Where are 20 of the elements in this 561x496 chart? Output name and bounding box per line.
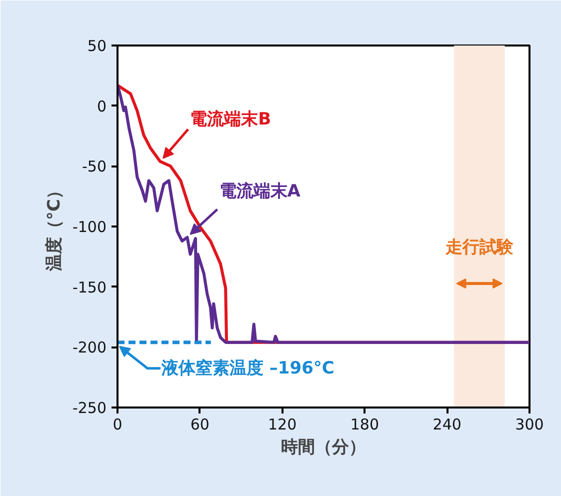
- text: 電流端末A: [219, 181, 302, 202]
- x-tick-label: 180: [350, 416, 380, 434]
- y-tick-label: 0: [96, 97, 107, 116]
- x-tick-label: 60: [190, 416, 210, 434]
- y-tick-label: -50: [82, 158, 106, 176]
- text: 電流端末B: [190, 109, 272, 130]
- x-tick-label: 120: [268, 416, 297, 434]
- x-tick-label: 240: [432, 416, 462, 434]
- y-tick-label: 50: [87, 37, 107, 55]
- x-tick-label: 0: [112, 416, 122, 434]
- y-tick-label: -100: [72, 218, 107, 236]
- x-tick-label: 300: [515, 416, 544, 434]
- y-tick-label: -250: [72, 399, 107, 417]
- line-series: [118, 84, 530, 344]
- annotation: 液体窒素温度 –196°C: [160, 358, 334, 378]
- y-tick-label: -200: [72, 338, 107, 357]
- y-tick-label: -150: [72, 278, 107, 296]
- band-label: 走行試験: [444, 238, 514, 258]
- x-axis-title: 時間（分）: [281, 438, 366, 458]
- y-axis-title: 温度（°C）: [44, 182, 64, 272]
